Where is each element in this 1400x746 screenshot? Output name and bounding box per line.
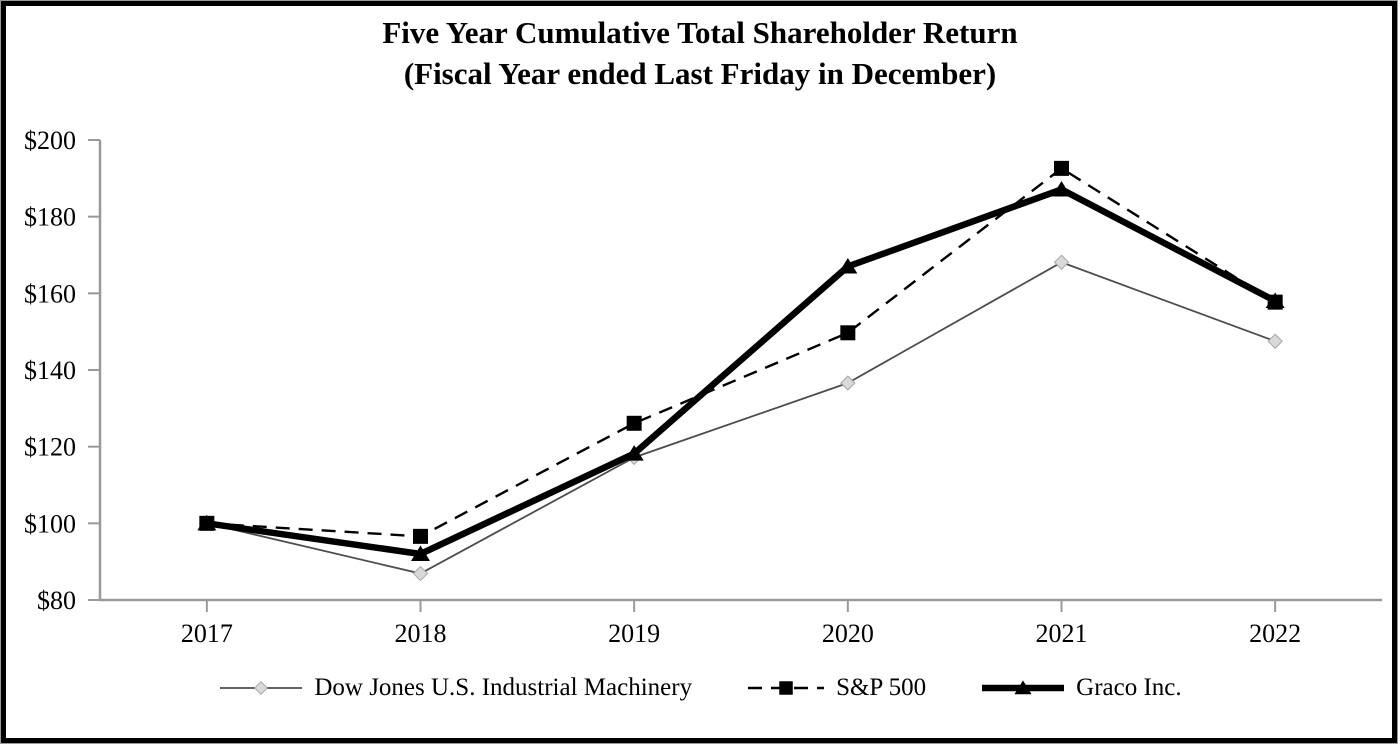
legend-item-dow-jones: Dow Jones U.S. Industrial Machinery — [218, 674, 692, 702]
chart-title-block: Five Year Cumulative Total Shareholder R… — [0, 12, 1400, 94]
series-line-2 — [206, 185, 1277, 558]
series-line-1 — [206, 166, 1276, 538]
legend-item-graco: Graco Inc. — [980, 674, 1182, 702]
marker-diamond — [254, 680, 269, 696]
y-axis-tick-label: $100 — [24, 509, 76, 538]
marker-diamond — [840, 375, 856, 391]
marker-diamond — [412, 565, 429, 582]
x-axis-tick-label: 2020 — [822, 619, 874, 648]
legend-sample-square-dashed-line — [748, 681, 825, 695]
chart-subtitle: (Fiscal Year ended Last Friday in Decemb… — [403, 56, 997, 91]
marker-diamond — [1053, 254, 1070, 270]
y-axis-tick-label: $200 — [24, 126, 76, 155]
marker-triangle — [838, 258, 858, 274]
legend-label-dow-jones: Dow Jones U.S. Industrial Machinery — [314, 674, 693, 701]
x-axis-tick-label: 2021 — [1036, 619, 1088, 648]
legend-label-sp500: S&P 500 — [836, 674, 927, 701]
legend-sample-diamond-line — [220, 680, 303, 696]
chart-title: Five Year Cumulative Total Shareholder R… — [382, 15, 1018, 50]
x-axis-tick-label: 2018 — [395, 619, 447, 648]
legend-sample-triangle-thick-line — [982, 680, 1065, 695]
chart-legend: Dow Jones U.S. Industrial Machinery S&P … — [0, 674, 1400, 702]
y-axis-tick-label: $160 — [24, 279, 76, 308]
y-axis-tick-label: $120 — [24, 433, 76, 462]
marker-triangle — [1052, 180, 1071, 197]
marker-triangle — [197, 514, 217, 531]
marker-triangle — [1265, 292, 1285, 308]
y-axis-tick-label: $140 — [24, 356, 76, 385]
x-axis-tick-label: 2022 — [1249, 619, 1301, 648]
marker-triangle — [411, 545, 430, 561]
y-axis-tick-label: $80 — [37, 586, 76, 615]
marker-square — [840, 325, 856, 341]
x-axis-tick-label: 2017 — [181, 619, 233, 648]
marker-triangle — [1014, 680, 1032, 695]
marker-diamond — [1267, 333, 1283, 349]
y-axis-tick-label: $180 — [24, 203, 76, 232]
marker-square — [626, 415, 642, 431]
series-line-0 — [206, 261, 1276, 575]
legend-label-graco: Graco Inc. — [1076, 674, 1182, 701]
x-axis-tick-label: 2019 — [608, 619, 660, 648]
marker-square — [413, 528, 428, 544]
marker-triangle — [624, 445, 644, 461]
legend-item-sp500: S&P 500 — [746, 674, 926, 702]
marker-square — [1054, 160, 1069, 176]
marker-square — [779, 681, 793, 695]
